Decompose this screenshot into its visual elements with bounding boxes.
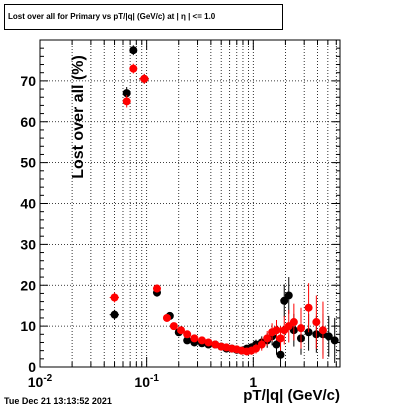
red-data-point	[129, 63, 138, 74]
timestamp: Tue Dec 21 13:13:52 2021	[4, 396, 112, 406]
red-data-point	[304, 283, 313, 333]
y-tick-label: 30	[20, 236, 36, 252]
y-tick-label: 20	[20, 277, 36, 293]
marker	[257, 340, 266, 349]
red-data-point	[204, 338, 213, 347]
y-tick-label: 40	[20, 196, 36, 212]
marker	[197, 336, 206, 345]
marker	[304, 303, 313, 312]
marker	[289, 318, 298, 327]
marker	[183, 330, 192, 339]
y-axis-label: Lost over all (%)	[70, 55, 87, 179]
red-data-point	[272, 319, 281, 341]
red-data-point	[252, 343, 261, 354]
red-data-point	[296, 307, 305, 349]
y-tick-label: 70	[20, 73, 36, 89]
red-data-point	[312, 295, 321, 349]
marker	[330, 336, 339, 345]
black-data-point	[284, 277, 293, 314]
y-tick-label: 0	[28, 359, 36, 375]
marker	[183, 336, 192, 345]
marker	[276, 334, 285, 343]
black-data-point	[109, 309, 119, 320]
marker	[276, 350, 285, 359]
data-points	[109, 45, 339, 367]
marker	[252, 344, 261, 353]
marker	[272, 326, 281, 335]
marker	[129, 64, 138, 73]
marker	[110, 293, 119, 302]
marker	[318, 326, 327, 335]
marker	[284, 291, 293, 300]
red-data-point	[284, 309, 293, 343]
marker	[296, 324, 305, 333]
x-tick-label: 10-2	[28, 373, 53, 390]
red-data-point	[183, 330, 192, 339]
red-data-point	[109, 292, 119, 303]
black-data-point	[280, 284, 289, 318]
red-data-point	[318, 301, 327, 359]
marker	[177, 326, 186, 335]
red-data-point	[162, 313, 171, 322]
marker	[140, 74, 149, 83]
x-tick-label: 10-1	[134, 373, 159, 390]
marker	[312, 318, 321, 327]
black-data-point	[330, 317, 339, 363]
marker	[204, 338, 213, 347]
marker	[122, 97, 131, 106]
red-data-point	[139, 73, 149, 84]
axes	[39, 40, 340, 368]
red-data-point	[152, 284, 161, 293]
marker	[324, 332, 333, 341]
marker	[110, 310, 119, 319]
marker	[190, 334, 199, 343]
marker	[272, 340, 281, 349]
y-tick-label: 50	[20, 155, 36, 171]
red-data-point	[190, 334, 199, 343]
x-tick-labels: 10-2 10-1 1	[28, 373, 258, 390]
marker	[152, 284, 161, 293]
x-tick-label: 1	[249, 374, 257, 390]
x-axis-label: pT/|q| (GeV/c)	[243, 387, 340, 404]
marker	[162, 313, 171, 322]
red-data-point	[197, 336, 206, 345]
marker	[263, 334, 272, 343]
red-data-point	[177, 326, 186, 335]
chart-title: Lost over all for Primary vs pT/|q| (GeV…	[4, 4, 283, 30]
red-data-point	[263, 331, 272, 346]
red-data-point	[122, 95, 131, 108]
red-data-point	[289, 303, 298, 341]
y-tick-label: 60	[20, 114, 36, 130]
marker	[129, 46, 138, 55]
y-tick-label: 10	[20, 318, 36, 334]
marker	[169, 322, 178, 331]
black-data-point	[324, 315, 333, 357]
marker	[280, 296, 289, 305]
y-tick-labels: 0 10 20 30 40 50 60 70	[20, 73, 36, 375]
black-data-point	[183, 336, 192, 345]
marker	[122, 89, 131, 98]
black-data-point	[129, 45, 138, 56]
red-data-point	[169, 322, 178, 331]
red-data-point	[257, 338, 266, 351]
